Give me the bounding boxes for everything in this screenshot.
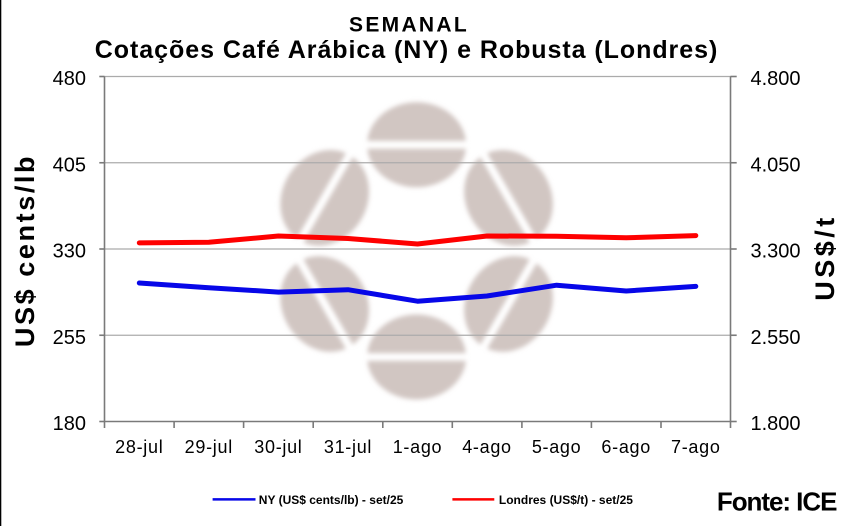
svg-text:Londres (US$/t) - set/25: Londres (US$/t) - set/25: [499, 493, 633, 507]
svg-text:US$ cents/lb: US$ cents/lb: [10, 154, 40, 347]
svg-text:5-ago: 5-ago: [532, 437, 582, 457]
svg-text:Fonte: ICE: Fonte: ICE: [717, 486, 837, 516]
svg-text:31-jul: 31-jul: [324, 437, 372, 457]
svg-text:US$/t: US$/t: [810, 214, 840, 301]
svg-text:330: 330: [53, 241, 86, 263]
svg-text:3.300: 3.300: [751, 241, 801, 263]
svg-text:28-jul: 28-jul: [115, 437, 163, 457]
svg-text:4-ago: 4-ago: [462, 437, 512, 457]
svg-text:180: 180: [53, 413, 86, 435]
svg-text:6-ago: 6-ago: [601, 437, 651, 457]
svg-text:255: 255: [53, 327, 86, 349]
svg-text:Cotações Café Arábica (NY) e R: Cotações Café Arábica (NY) e Robusta (Lo…: [95, 36, 718, 64]
svg-text:NY (US$ cents/lb) - set/25: NY (US$ cents/lb) - set/25: [259, 493, 404, 507]
svg-text:2.550: 2.550: [751, 327, 801, 349]
svg-text:7-ago: 7-ago: [671, 437, 721, 457]
svg-text:29-jul: 29-jul: [185, 437, 233, 457]
svg-text:4.050: 4.050: [751, 154, 801, 176]
svg-text:1.800: 1.800: [751, 413, 801, 435]
svg-text:405: 405: [53, 154, 86, 176]
svg-text:30-jul: 30-jul: [254, 437, 302, 457]
svg-text:480: 480: [53, 68, 86, 90]
svg-text:1-ago: 1-ago: [393, 437, 443, 457]
svg-text:SEMANAL: SEMANAL: [349, 14, 469, 37]
svg-text:4.800: 4.800: [751, 68, 801, 90]
